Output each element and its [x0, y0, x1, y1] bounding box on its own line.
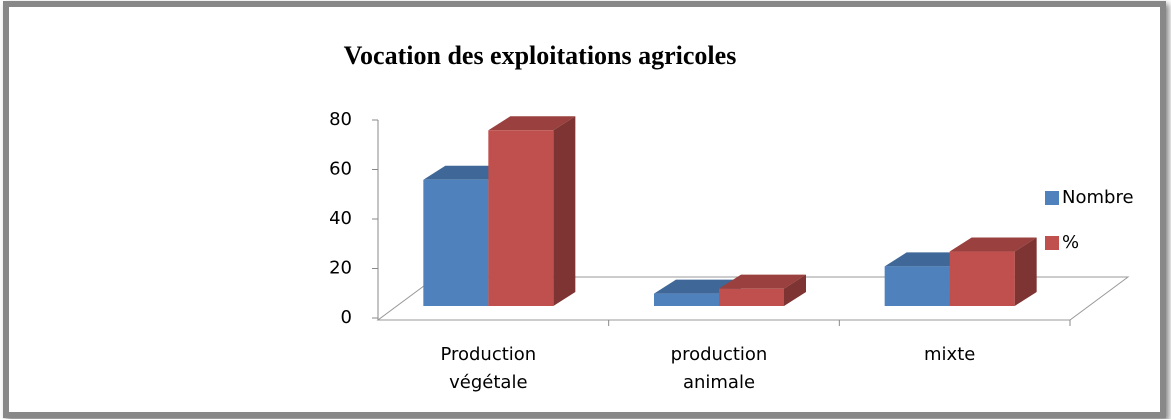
bar — [949, 237, 1037, 306]
bar — [488, 116, 576, 307]
bar-front — [654, 293, 719, 306]
y-tick-label: 20 — [329, 258, 352, 279]
bar-top — [488, 116, 576, 131]
y-tick-label: 40 — [329, 208, 352, 229]
bar-front — [884, 266, 950, 306]
y-tick-label: 80 — [329, 109, 352, 130]
y-tick-label: 0 — [341, 307, 352, 328]
legend-swatch — [1045, 236, 1059, 250]
bar-side — [784, 274, 806, 306]
bar-front — [423, 179, 489, 306]
bar-front — [949, 251, 1015, 306]
bar-top — [949, 237, 1037, 252]
x-tick-label: production animale — [671, 344, 768, 393]
bar-side — [553, 116, 576, 307]
legend-swatch — [1045, 191, 1059, 205]
bar — [719, 274, 806, 306]
chart-title: Vocation des exploitations agricoles — [344, 41, 737, 70]
legend-label: Nombre — [1062, 187, 1134, 208]
x-tick-label: mixte — [924, 344, 975, 365]
bar-front — [488, 130, 554, 306]
bar-top — [719, 274, 806, 289]
legend-label: % — [1062, 232, 1079, 253]
x-tick-label: Production végétale — [440, 344, 536, 393]
bar-front — [719, 288, 784, 306]
y-tick-label: 60 — [329, 159, 352, 180]
frame — [3, 1, 1166, 418]
bar-side — [1014, 237, 1037, 306]
